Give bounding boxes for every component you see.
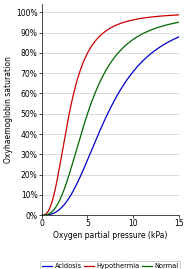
Acidosis — [128, 75, 130, 78]
Hypothermia — [41, 214, 43, 217]
Acidosis — [41, 214, 43, 217]
Acidosis — [159, 45, 161, 49]
Hypothermia — [120, 22, 123, 25]
Normal — [145, 31, 147, 34]
Normal — [49, 211, 51, 215]
Acidosis — [124, 81, 126, 84]
Normal — [124, 44, 126, 47]
X-axis label: Oxygen partial pressure (kPa): Oxygen partial pressure (kPa) — [53, 231, 168, 240]
Hypothermia — [145, 16, 147, 19]
Normal — [159, 25, 161, 29]
Hypothermia — [178, 13, 180, 16]
Line: Acidosis: Acidosis — [42, 37, 179, 215]
Y-axis label: Oxyhaemoglobin saturation: Oxyhaemoglobin saturation — [4, 56, 13, 163]
Normal — [120, 48, 123, 51]
Hypothermia — [159, 15, 161, 18]
Hypothermia — [128, 19, 130, 22]
Normal — [178, 21, 180, 24]
Acidosis — [178, 35, 180, 38]
Acidosis — [49, 213, 51, 216]
Normal — [128, 41, 130, 44]
Legend: Acidosis, Hypothermia, Normal: Acidosis, Hypothermia, Normal — [40, 261, 180, 269]
Line: Normal: Normal — [42, 22, 179, 215]
Hypothermia — [49, 206, 51, 209]
Acidosis — [145, 56, 147, 60]
Hypothermia — [124, 20, 126, 24]
Acidosis — [120, 87, 123, 90]
Line: Hypothermia: Hypothermia — [42, 15, 179, 215]
Normal — [41, 214, 43, 217]
